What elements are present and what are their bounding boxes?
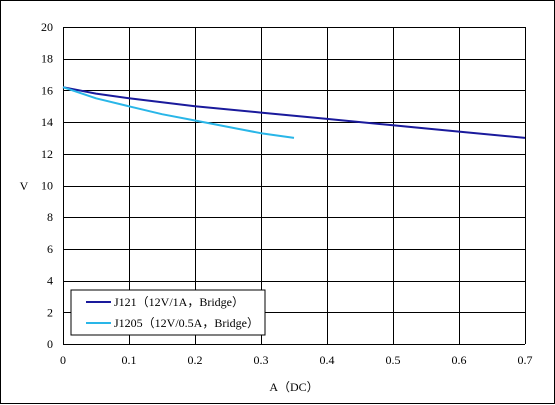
y-tick-label: 2 bbox=[47, 305, 53, 319]
x-tick-label: 0.7 bbox=[518, 353, 533, 367]
y-tick-label: 6 bbox=[47, 242, 53, 256]
legend-box bbox=[70, 289, 266, 336]
x-tick-label: 0.5 bbox=[386, 353, 401, 367]
legend: J121（12V/1A，Bridge） J1205（12V/0.5A，Bridg… bbox=[70, 289, 266, 336]
y-tick-label: 14 bbox=[41, 115, 53, 129]
x-tick-label: 0.3 bbox=[254, 353, 269, 367]
x-tick-label: 0.4 bbox=[320, 353, 335, 367]
x-tick-label: 0.6 bbox=[452, 353, 467, 367]
y-tick-label: 8 bbox=[47, 210, 53, 224]
y-axis-title: V bbox=[20, 179, 29, 193]
x-axis-title: A（DC） bbox=[269, 380, 318, 394]
y-tick-label: 10 bbox=[41, 179, 53, 193]
grid-lines bbox=[63, 27, 526, 345]
y-tick-label: 18 bbox=[41, 52, 53, 66]
tick-labels: 0 0.1 0.2 0.3 0.4 0.5 0.6 0.7 0 2 4 6 8 10 12 14 16 18 20 bbox=[41, 20, 533, 367]
y-tick-label: 16 bbox=[41, 83, 53, 97]
series-line-j121 bbox=[62, 86, 526, 139]
x-tick-label: 0.1 bbox=[122, 353, 137, 367]
y-tick-label: 12 bbox=[41, 147, 53, 161]
x-tick-label: 0.2 bbox=[188, 353, 203, 367]
series-lines bbox=[62, 86, 526, 139]
y-tick-label: 20 bbox=[41, 20, 53, 34]
y-tick-label: 4 bbox=[47, 274, 53, 288]
legend-label-j121: J121（12V/1A，Bridge） bbox=[114, 295, 244, 309]
y-tick-label: 0 bbox=[47, 337, 53, 351]
x-tick-label: 0 bbox=[60, 353, 66, 367]
series-line-j1205 bbox=[62, 86, 295, 139]
legend-label-j1205: J1205（12V/0.5A，Bridge） bbox=[114, 316, 259, 330]
